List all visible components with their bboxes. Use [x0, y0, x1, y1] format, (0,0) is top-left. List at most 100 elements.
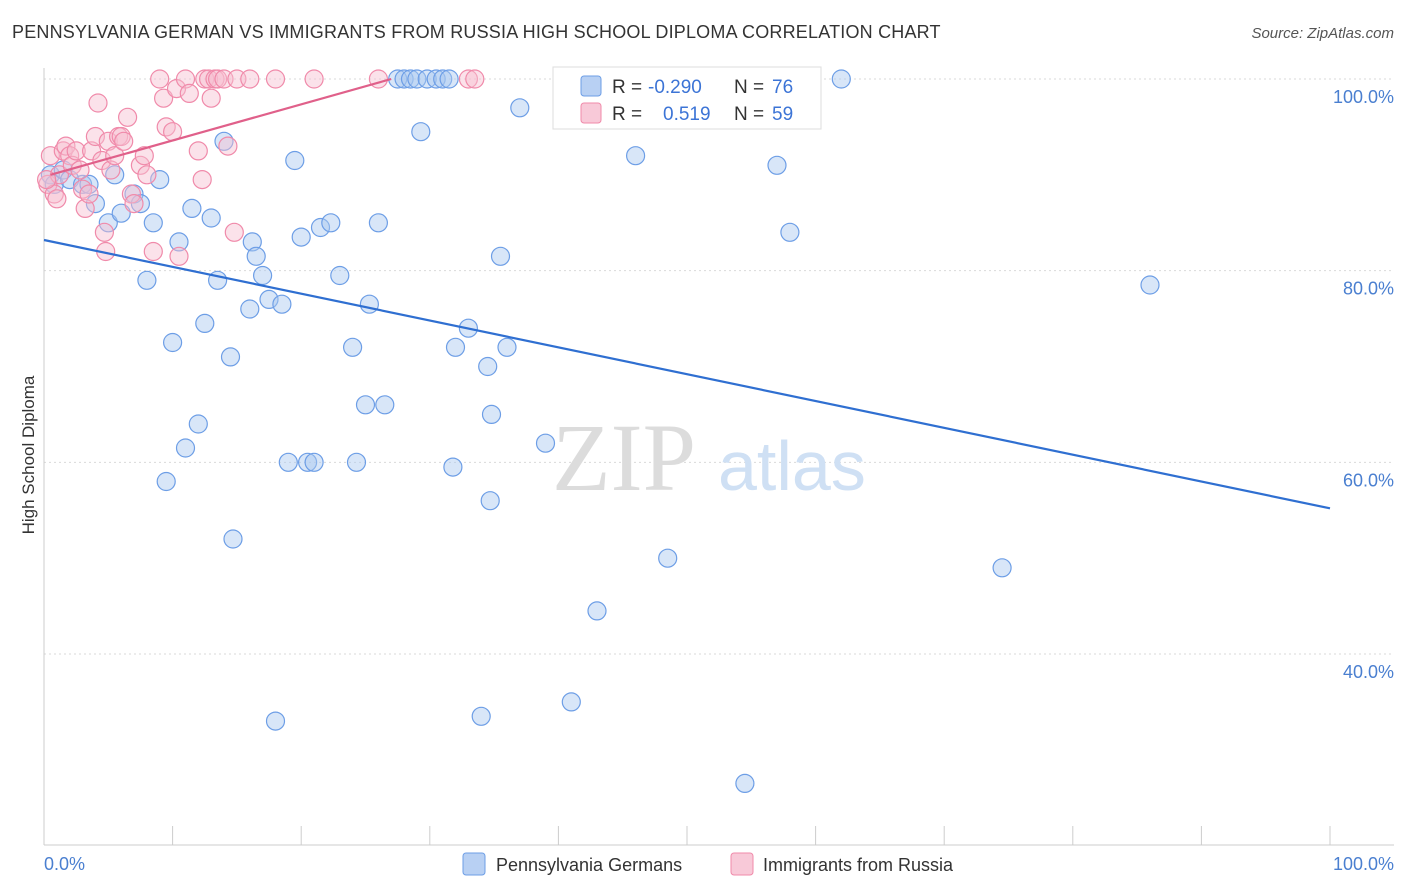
- series-0-point: [411, 122, 431, 142]
- series-1-point: [175, 69, 196, 89]
- series-0-point: [321, 213, 341, 233]
- series-1-point: [56, 136, 76, 156]
- series-0-point: [359, 294, 379, 314]
- series-1-point: [134, 146, 154, 166]
- series-0-point: [220, 347, 241, 367]
- series-0-point: [368, 213, 388, 233]
- series-0-point: [298, 452, 318, 472]
- series-1-point: [66, 141, 86, 161]
- series-0-point: [343, 337, 363, 357]
- x-tick-label-max: 100.0%: [1333, 854, 1394, 874]
- series-0-point: [72, 174, 93, 194]
- series-1-point: [224, 222, 244, 242]
- series-1-point: [130, 155, 150, 175]
- series-0-point: [831, 69, 851, 89]
- series-1-point: [208, 69, 228, 89]
- series-0-point: [163, 332, 183, 353]
- series-0-point: [242, 232, 262, 252]
- series-0-point: [471, 706, 491, 726]
- series-0-point: [439, 69, 459, 89]
- series-0-point: [346, 452, 367, 472]
- series-1-point: [47, 189, 67, 209]
- series-0-point: [85, 194, 106, 214]
- series-0-point: [223, 529, 243, 549]
- series-0-point: [478, 356, 498, 377]
- chart-source: Source: ZipAtlas.com: [1251, 25, 1394, 42]
- series-1-point: [114, 131, 134, 151]
- series-0-point: [304, 452, 324, 472]
- legend-swatch-pink: [580, 102, 602, 124]
- bottom-legend-swatch-blue: [462, 852, 486, 876]
- series-0-point: [497, 337, 517, 357]
- y-tick-label-0: 100.0%: [1333, 87, 1394, 107]
- series-0-point: [291, 227, 311, 247]
- series-0-point: [175, 438, 196, 458]
- series-0-point: [310, 217, 331, 238]
- series-1-point: [101, 160, 121, 180]
- series-1-point: [154, 88, 174, 108]
- series-1-point: [81, 141, 102, 161]
- series-1-point: [94, 222, 115, 242]
- series-0-point: [195, 313, 215, 333]
- series-0-point: [278, 452, 298, 472]
- trend-layer: [43, 77, 1331, 510]
- series-0-point: [182, 198, 202, 218]
- series-1-point: [169, 246, 189, 266]
- y-tick-layer: 100.0% 80.0% 60.0% 40.0%: [1333, 87, 1394, 682]
- series-1-point: [79, 184, 99, 204]
- bottom-legend-label-1: Pennsylvania Germans: [496, 855, 682, 875]
- series-1-point: [240, 69, 260, 89]
- series-1-point: [458, 69, 478, 89]
- series-1-point: [218, 136, 238, 156]
- series-0-point: [735, 773, 755, 794]
- series-0-point: [1140, 275, 1160, 295]
- legend-r-label-2: R =: [612, 104, 642, 125]
- series-0-point: [137, 270, 157, 290]
- series-0-point: [111, 203, 131, 223]
- series-1-point: [192, 170, 212, 190]
- series-0-point: [285, 150, 305, 171]
- bottom-legend-label-2: Immigrants from Russia: [763, 855, 954, 875]
- series-1-point: [143, 241, 163, 262]
- legend-swatch-blue: [580, 75, 602, 97]
- series-0-point: [767, 155, 787, 175]
- axis-layer: [43, 68, 1394, 846]
- series-0-point: [355, 395, 376, 415]
- series-0-point: [240, 299, 260, 319]
- series-0-point: [510, 98, 530, 118]
- series-1-point: [188, 141, 208, 161]
- grid-layer: [44, 78, 1394, 655]
- series-0-point: [480, 491, 500, 511]
- legend-n-value-1: 76: [772, 77, 793, 98]
- series-0-point: [265, 711, 286, 731]
- series-0-point: [780, 222, 800, 242]
- series-0-point: [188, 414, 208, 434]
- series-0-point: [150, 170, 170, 190]
- bottom-legend-swatch-pink: [730, 852, 754, 876]
- series-0-point: [330, 265, 350, 286]
- chart-title: PENNSYLVANIA GERMAN VS IMMIGRANTS FROM R…: [12, 22, 941, 42]
- series-0-trendline: [43, 238, 1331, 510]
- points-layer: [36, 69, 1160, 794]
- series-0-point: [98, 213, 118, 233]
- series-1-point: [124, 194, 144, 214]
- series-0-point: [169, 232, 189, 252]
- series-1-points: [36, 69, 485, 266]
- series-1-point: [117, 107, 138, 127]
- legend-n-label-2: N =: [734, 104, 764, 125]
- series-1-point: [265, 69, 286, 89]
- series-0-point: [625, 146, 646, 166]
- series-1-point: [88, 93, 108, 113]
- series-0-point: [992, 558, 1012, 578]
- series-0-point: [253, 265, 273, 286]
- series-0-point: [658, 548, 678, 568]
- x-tick-label-min: 0.0%: [44, 854, 85, 874]
- legend-r-value-2: 0.519: [663, 104, 711, 125]
- bottom-legend: Pennsylvania Germans Immigrants from Rus…: [462, 852, 954, 876]
- series-0-point: [407, 69, 427, 89]
- y-tick-label-3: 40.0%: [1343, 662, 1394, 682]
- series-0-point: [400, 69, 421, 89]
- legend-n-label-1: N =: [734, 77, 764, 98]
- series-0-point: [443, 457, 463, 477]
- y-tick-label-2: 60.0%: [1343, 470, 1394, 490]
